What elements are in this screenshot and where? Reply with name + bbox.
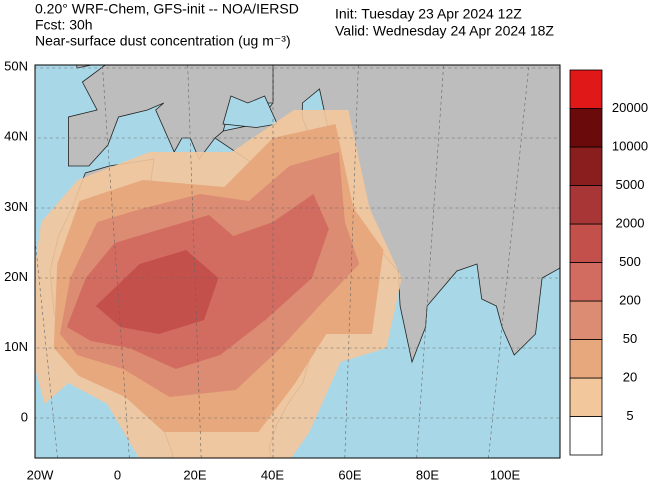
meridian [102,65,130,458]
colorbar-bin [569,377,603,417]
uk [76,65,94,69]
lat-label: 20N [4,269,28,284]
meridian [416,65,444,458]
colorbar-bin [569,339,603,379]
lon-label: 20W [27,467,54,482]
colorbar-bin [569,185,603,225]
black-sea [222,95,278,128]
lon-label: 0 [114,467,121,482]
init-time: Init: Tuesday 23 Apr 2024 12Z [335,6,522,22]
colorbar-bin [569,146,603,186]
meridian [488,65,530,458]
dust-core2 [95,250,219,334]
colorbar-label: 20000 [612,100,648,115]
lon-label: 20E [183,467,206,482]
lon-label: 80E [416,467,439,482]
colorbar-label: 2000 [616,215,645,230]
colorbar-bin [569,300,603,340]
lon-label: 100E [490,467,521,482]
colorbar-bin [569,223,603,263]
lat-label: 40N [4,129,28,144]
colorbar-label: 50 [623,331,637,346]
colorbar-label: 200 [619,292,641,307]
meridian [187,65,202,458]
colorbar-bin [569,69,603,109]
colorbar-label: 500 [619,254,641,269]
map-frame [34,64,561,459]
colorbar-label: 10000 [612,138,648,153]
title: 0.20° WRF-Chem, GFS-init -- NOA/IERSD [35,1,299,17]
colorbar-label: 20 [623,369,637,384]
lat-label: 50N [4,58,28,73]
lon-label: 40E [261,467,284,482]
colorbar-label: 5 [626,408,633,423]
lat-label: 10N [4,339,28,354]
meridian [344,65,359,458]
colorbar-label: 5000 [616,177,645,192]
colorbar-bin [569,262,603,302]
forecast: Fcst: 30h [35,17,93,33]
lon-label: 60E [338,467,361,482]
colorbar-bin [569,416,603,456]
lat-label: 0 [21,409,28,424]
colorbar: 5 20 50 200 500 2000 5000 10000 20000 [569,69,648,456]
colorbar-bin [569,108,603,148]
valid-time: Valid: Wednesday 24 Apr 2024 18Z [335,23,554,39]
variable: Near-surface dust concentration (ug m⁻³) [35,33,291,49]
lat-label: 30N [4,199,28,214]
